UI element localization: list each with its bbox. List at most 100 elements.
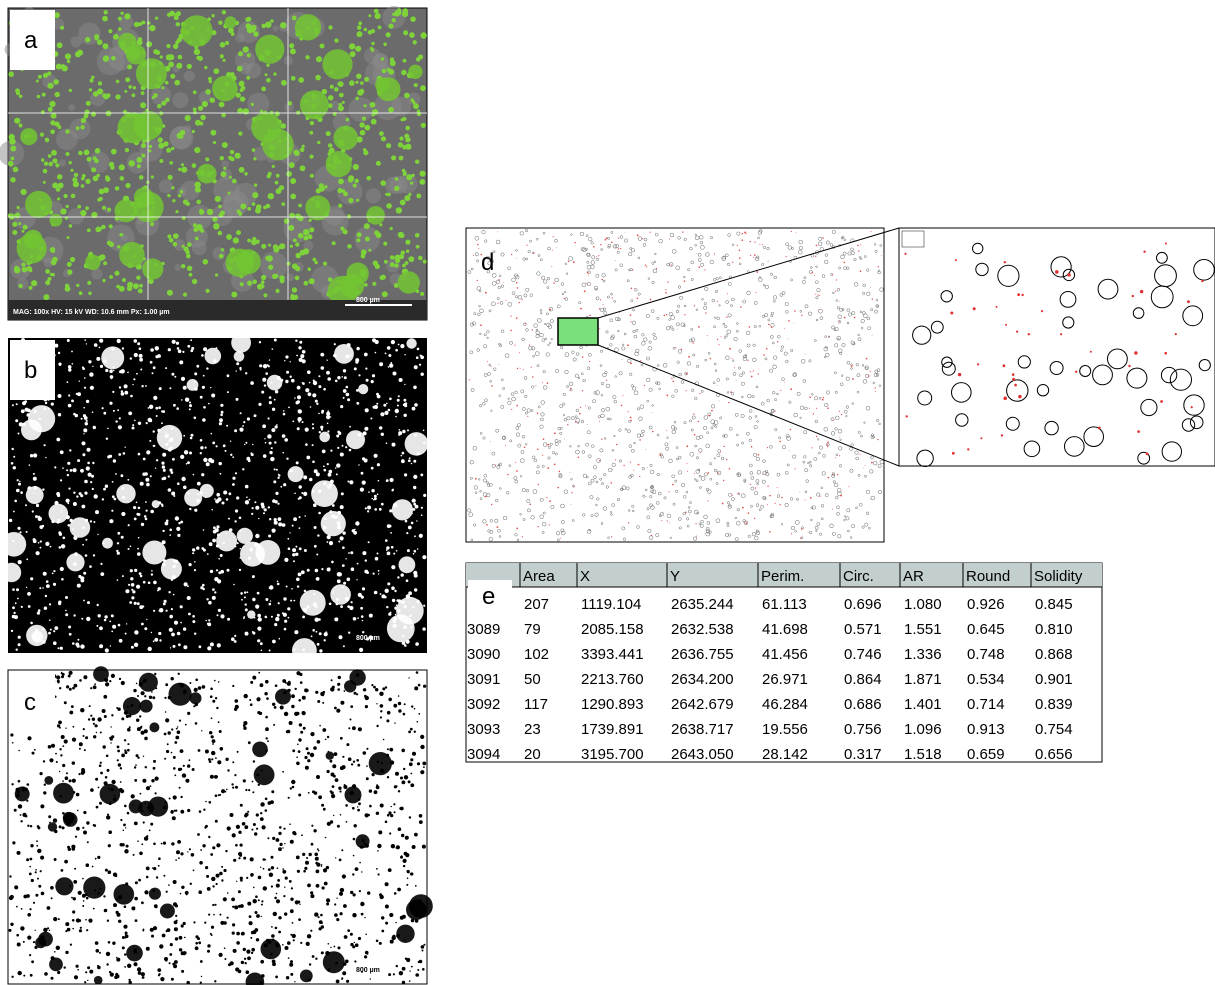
particle (356, 347, 359, 350)
particle (18, 483, 21, 486)
particle (83, 433, 84, 434)
particle (386, 549, 388, 551)
particle (385, 882, 389, 886)
particle (364, 104, 367, 107)
particle (557, 487, 559, 489)
particle (141, 91, 145, 95)
particle (85, 554, 88, 557)
particle (260, 817, 264, 821)
particle (66, 685, 69, 688)
particle (212, 588, 215, 591)
particle (329, 541, 333, 545)
particle (93, 554, 95, 556)
particle (230, 813, 234, 817)
particle (338, 946, 341, 949)
particle (242, 468, 244, 470)
particle (360, 607, 363, 610)
particle (416, 194, 421, 199)
particle (319, 725, 321, 727)
panel-label: b (24, 357, 37, 384)
particle (362, 620, 363, 621)
particle (309, 227, 314, 232)
panel-label: a (24, 27, 38, 54)
particle (265, 22, 271, 28)
particle (542, 382, 543, 383)
particle (85, 179, 90, 184)
particle (852, 378, 854, 380)
particle (262, 825, 266, 829)
particle (69, 224, 73, 228)
particle (76, 284, 79, 287)
particle (381, 930, 384, 933)
particle (400, 200, 406, 206)
particle (587, 424, 588, 425)
particle (148, 149, 151, 152)
particle (414, 574, 418, 578)
particle (173, 795, 177, 799)
particle (18, 971, 22, 975)
particle (250, 703, 253, 706)
particle (209, 731, 212, 734)
particle (272, 640, 276, 644)
particle (372, 282, 376, 286)
particle (201, 354, 204, 357)
particle (269, 650, 271, 652)
particle (265, 616, 268, 619)
particle (352, 807, 355, 810)
particle (173, 44, 178, 49)
particle (59, 687, 61, 689)
particle (178, 350, 182, 354)
particle (119, 242, 145, 268)
particle (37, 95, 41, 99)
particle (238, 131, 242, 135)
particle (353, 184, 357, 188)
particle (294, 397, 296, 399)
particle (66, 499, 70, 503)
particle (385, 539, 388, 542)
particle (255, 208, 261, 214)
particle (212, 846, 215, 849)
particle (289, 721, 293, 725)
particle (334, 344, 354, 364)
particle (376, 725, 378, 727)
particle (10, 177, 15, 182)
particle (571, 492, 572, 493)
particle (259, 712, 262, 715)
particle (317, 700, 320, 703)
particle (317, 740, 321, 744)
particle (751, 376, 753, 378)
particle (358, 937, 361, 940)
particle (340, 605, 343, 608)
particle (105, 485, 108, 488)
particle (292, 263, 298, 269)
particle (214, 904, 216, 906)
particle (146, 867, 150, 871)
figure: MAG: 100x HV: 15 kV WD: 10.6 mm Px: 1.00… (0, 0, 1215, 985)
particle (173, 756, 176, 759)
particle (67, 846, 70, 849)
particle (272, 529, 276, 533)
particle (219, 872, 223, 876)
particle (212, 739, 216, 743)
particle (37, 878, 39, 880)
particle (403, 713, 406, 716)
particle (246, 76, 250, 80)
particle (300, 681, 303, 684)
particle (60, 208, 66, 214)
particle (416, 356, 419, 359)
particle (166, 930, 168, 932)
particle (232, 483, 235, 486)
particle (57, 197, 60, 200)
particle (168, 731, 171, 734)
particle (270, 600, 271, 601)
particle (291, 76, 296, 81)
particle (399, 556, 416, 573)
particle (200, 982, 202, 984)
particle (144, 515, 147, 518)
particle (218, 721, 220, 723)
particle (213, 223, 219, 229)
particle (284, 843, 285, 844)
particle (79, 742, 83, 746)
particle (677, 329, 678, 330)
particle (45, 457, 46, 458)
